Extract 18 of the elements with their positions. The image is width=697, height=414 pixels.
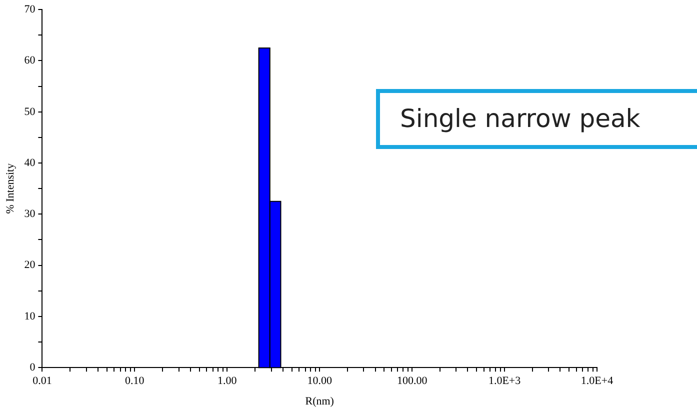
x-tick-label: 1.0E+3 xyxy=(488,375,522,388)
x-tick-label: 1.00 xyxy=(218,375,238,388)
y-tick-label: 40 xyxy=(24,156,36,169)
y-tick-label: 70 xyxy=(24,3,36,16)
x-tick-label: 0.10 xyxy=(125,375,145,388)
y-tick-label: 20 xyxy=(24,259,36,272)
x-tick-label: 1.0E+4 xyxy=(580,375,614,388)
y-tick-label: 50 xyxy=(24,106,36,118)
y-tick-label: 30 xyxy=(24,208,36,220)
y-tick-label: 60 xyxy=(24,54,36,67)
y-tick-label: 10 xyxy=(24,310,36,322)
x-tick-label: 0.01 xyxy=(32,375,52,388)
y-tick-label: 0 xyxy=(30,361,36,374)
x-tick-label: 10.00 xyxy=(307,375,332,388)
y-axis-title: % Intensity xyxy=(4,162,16,214)
annotation: Single narrow peak xyxy=(376,89,697,149)
x-axis-title: R(nm) xyxy=(305,395,334,408)
x-tick-label: 100.00 xyxy=(396,375,428,388)
